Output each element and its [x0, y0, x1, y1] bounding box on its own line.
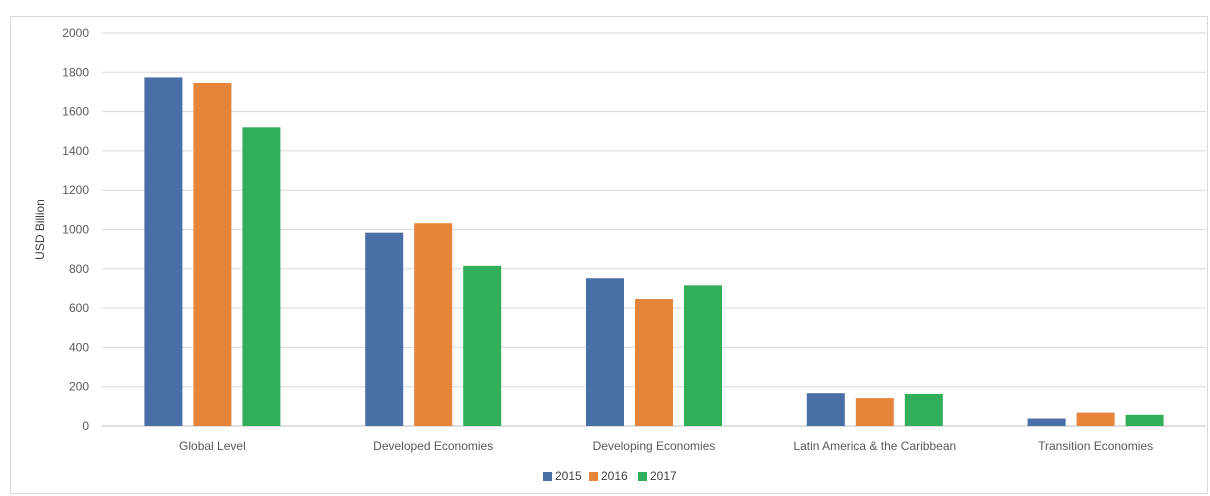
bar-2017 [463, 265, 502, 426]
legend-label: 2015 [555, 469, 582, 483]
y-tick-label: 1000 [62, 223, 89, 237]
y-tick-label: 200 [69, 380, 89, 394]
y-tick-label: 2000 [62, 26, 89, 40]
bar-2017 [684, 285, 722, 426]
bar-2015 [144, 77, 183, 426]
y-tick-label: 0 [82, 419, 89, 433]
y-tick-label: 400 [69, 340, 89, 354]
y-tick-label: 1800 [62, 65, 89, 79]
bar-2015 [806, 393, 845, 426]
y-tick-label: 800 [69, 262, 89, 276]
y-tick-label: 600 [69, 301, 89, 315]
legend-label: 2017 [650, 469, 677, 483]
bar-2016 [635, 299, 673, 426]
x-tick-label: Developing Economies [593, 439, 716, 453]
bar-2016 [414, 223, 453, 426]
x-tick-label: Transition Economies [1038, 439, 1153, 453]
x-tick-label: Latin America & the Caribbean [793, 439, 956, 453]
y-tick-label: 1400 [62, 144, 89, 158]
legend-swatch [589, 472, 598, 481]
bar-2016 [1076, 412, 1115, 426]
y-axis-title: USD Billion [33, 199, 47, 260]
legend-swatch [638, 472, 647, 481]
x-tick-label: Global Level [179, 439, 246, 453]
y-tick-label: 1200 [62, 183, 89, 197]
bar-2016 [855, 398, 894, 426]
bar-2017 [904, 393, 943, 426]
bar-2016 [193, 82, 232, 426]
bar-2017 [242, 127, 281, 426]
bar-2015 [365, 232, 404, 426]
bar-2015 [586, 278, 624, 426]
bar-2017 [1125, 414, 1164, 426]
y-tick-label: 1600 [62, 105, 89, 119]
legend-swatch [543, 472, 552, 481]
bar-2015 [1027, 418, 1066, 426]
legend-label: 2016 [601, 469, 628, 483]
x-tick-label: Developed Economies [373, 439, 493, 453]
